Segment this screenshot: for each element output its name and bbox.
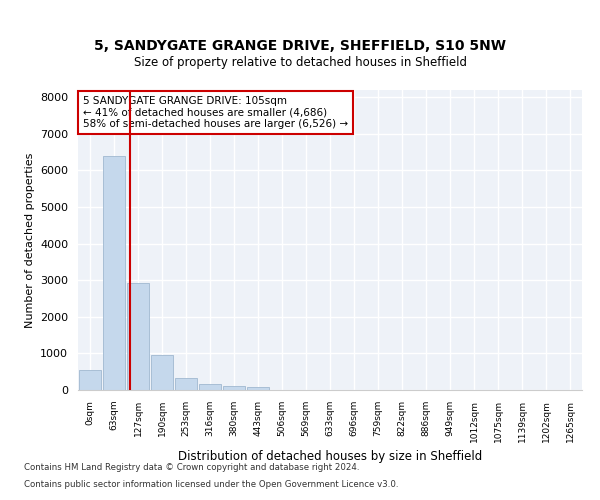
Bar: [103, 156, 125, 390]
Text: 5 SANDYGATE GRANGE DRIVE: 105sqm
← 41% of detached houses are smaller (4,686)
58: 5 SANDYGATE GRANGE DRIVE: 105sqm ← 41% o…: [83, 96, 348, 129]
Bar: [151, 354, 173, 390]
Bar: [199, 384, 221, 390]
Y-axis label: Number of detached properties: Number of detached properties: [25, 152, 35, 328]
Text: 5, SANDYGATE GRANGE DRIVE, SHEFFIELD, S10 5NW: 5, SANDYGATE GRANGE DRIVE, SHEFFIELD, S1…: [94, 38, 506, 52]
Text: Contains public sector information licensed under the Open Government Licence v3: Contains public sector information licen…: [24, 480, 398, 489]
Text: Contains HM Land Registry data © Crown copyright and database right 2024.: Contains HM Land Registry data © Crown c…: [24, 464, 359, 472]
Bar: [127, 283, 149, 390]
Bar: [223, 386, 245, 390]
X-axis label: Distribution of detached houses by size in Sheffield: Distribution of detached houses by size …: [178, 450, 482, 463]
Text: Size of property relative to detached houses in Sheffield: Size of property relative to detached ho…: [133, 56, 467, 69]
Bar: [79, 370, 101, 390]
Bar: [247, 388, 269, 390]
Bar: [175, 378, 197, 390]
